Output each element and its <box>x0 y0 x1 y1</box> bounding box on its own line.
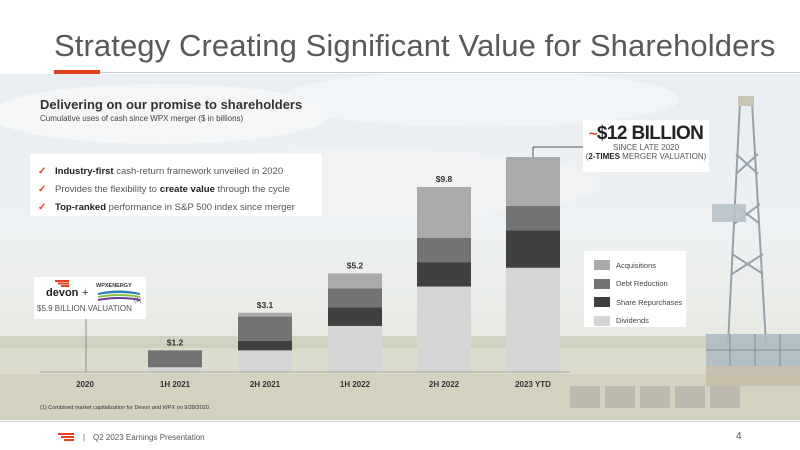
x-tick-label: 2H 2021 <box>250 380 281 389</box>
check-icon: ✓ <box>38 201 47 213</box>
data-label: $3.1 <box>257 300 274 310</box>
callout-since: SINCE LATE 2020 <box>612 143 680 152</box>
footnote: (1) Combined market capitalization for D… <box>40 405 211 411</box>
bullet-bold: create value <box>159 183 215 195</box>
bullet-text: Provides the flexibility to <box>55 183 157 195</box>
legend-label: Acquisitions <box>616 260 657 270</box>
footer-text: Q2 2023 Earnings Presentation <box>93 433 205 442</box>
x-tick-label: 2H 2022 <box>429 380 460 389</box>
bullet-bold: Top-ranked <box>55 201 107 213</box>
bar-segment-dividends <box>506 267 560 371</box>
legend-label: Dividends <box>616 316 649 326</box>
chart-legend: Acquisitions Debt Reduction Share Repurcha… <box>584 251 686 327</box>
section-headline: Delivering on our promise to shareholder… <box>40 97 303 112</box>
section-subheadline: Cumulative uses of cash since WPX merger… <box>40 114 244 123</box>
bar-segment-dividends <box>148 367 202 371</box>
legend-swatch <box>594 260 610 271</box>
bar-segment-share-repurchases <box>238 340 292 351</box>
callout-multiple-text: MERGER VALUATION) <box>622 152 707 161</box>
bullet-text: cash-return framework unveiled in 2020 <box>116 165 284 177</box>
bar-segment-debt-reduction <box>506 205 560 231</box>
devon-logo-mark <box>55 280 69 287</box>
legend-item: Acquisitions <box>594 256 686 275</box>
title-accent-rule <box>54 70 100 74</box>
bar-segment-acquisitions <box>238 312 292 317</box>
check-icon: ✓ <box>38 165 47 177</box>
data-label: $5.2 <box>347 260 364 270</box>
bar-segment-acquisitions <box>506 157 560 206</box>
check-icon: ✓ <box>38 183 47 195</box>
bullet-bold: Industry-first <box>55 165 114 177</box>
legend-item: Dividends <box>594 312 686 331</box>
bar-segment-acquisitions <box>328 273 382 289</box>
page-number: 4 <box>736 431 742 442</box>
x-tick-label: 1H 2022 <box>340 380 371 389</box>
key-points-box: ✓ Industry-first cash-return framework u… <box>30 154 322 216</box>
legend-swatch <box>594 297 610 308</box>
callout-multiple: (2-TIMES MERGER VALUATION) <box>583 152 709 161</box>
callout-amount: ~$12 BILLION <box>583 123 709 145</box>
footer-separator: | <box>83 433 86 442</box>
x-tick-label: 1H 2021 <box>160 380 191 389</box>
legend-item: Share Repurchases <box>594 293 686 312</box>
bar-segment-debt-reduction <box>148 350 202 368</box>
bullet-item: ✓ Top-ranked performance in S&P 500 inde… <box>38 198 322 216</box>
x-tick-label: 2023 YTD <box>515 380 551 389</box>
legend-label: Share Repurchases <box>616 297 683 307</box>
title-divider <box>100 72 800 73</box>
bar-segment-debt-reduction <box>328 288 382 308</box>
legend-label: Debt Reduction <box>616 279 668 289</box>
wpx-logo: WPXENERGY <box>96 283 132 289</box>
callout-amount-text: $12 BILLION <box>596 123 704 144</box>
legend-swatch <box>594 315 610 326</box>
devon-logo: devon <box>46 287 79 299</box>
bar-segment-debt-reduction <box>238 316 292 341</box>
bar-segment-share-repurchases <box>417 262 471 287</box>
bar-segment-dividends <box>417 286 471 371</box>
wpx-logo-mark <box>98 290 140 301</box>
merger-valuation-box: devon + WPXENERGY $5.9 BILLION VALUATION <box>34 277 146 319</box>
bar-segment-dividends <box>238 350 292 371</box>
bar-segment-debt-reduction <box>417 237 471 263</box>
valuation-footnote-marker: (1) <box>134 298 142 304</box>
data-label: $1.2 <box>167 337 184 347</box>
slide-title: Strategy Creating Significant Value for … <box>54 28 776 63</box>
bar-segment-share-repurchases <box>506 230 560 268</box>
legend-swatch <box>594 278 610 289</box>
bullet-text: performance in S&P 500 index since merge… <box>108 201 295 213</box>
bar-segment-dividends <box>328 325 382 371</box>
callout-multiple-bold: 2-TIMES <box>588 152 620 161</box>
legend-item: Debt Reduction <box>594 275 686 294</box>
devon-footer-logo-icon <box>58 433 74 441</box>
valuation-label: $5.9 BILLION VALUATION <box>37 304 132 313</box>
x-tick-label: 2020 <box>76 380 94 389</box>
footer-divider <box>0 421 800 422</box>
bar-segment-share-repurchases <box>328 307 382 326</box>
callout-tilde: ~ <box>588 126 598 143</box>
callout-paren: ( <box>585 152 589 161</box>
data-label: $9.8 <box>436 174 453 184</box>
bullet-text: through the cycle <box>217 183 290 195</box>
bullet-item: ✓ Provides the flexibility to create valu… <box>38 180 322 198</box>
bar-segment-acquisitions <box>417 187 471 238</box>
plus-sign: + <box>82 287 89 299</box>
bullet-item: ✓ Industry-first cash-return framework u… <box>38 162 322 180</box>
total-callout: ~$12 BILLION SINCE LATE 2020 (2-TIMES ME… <box>583 120 709 172</box>
